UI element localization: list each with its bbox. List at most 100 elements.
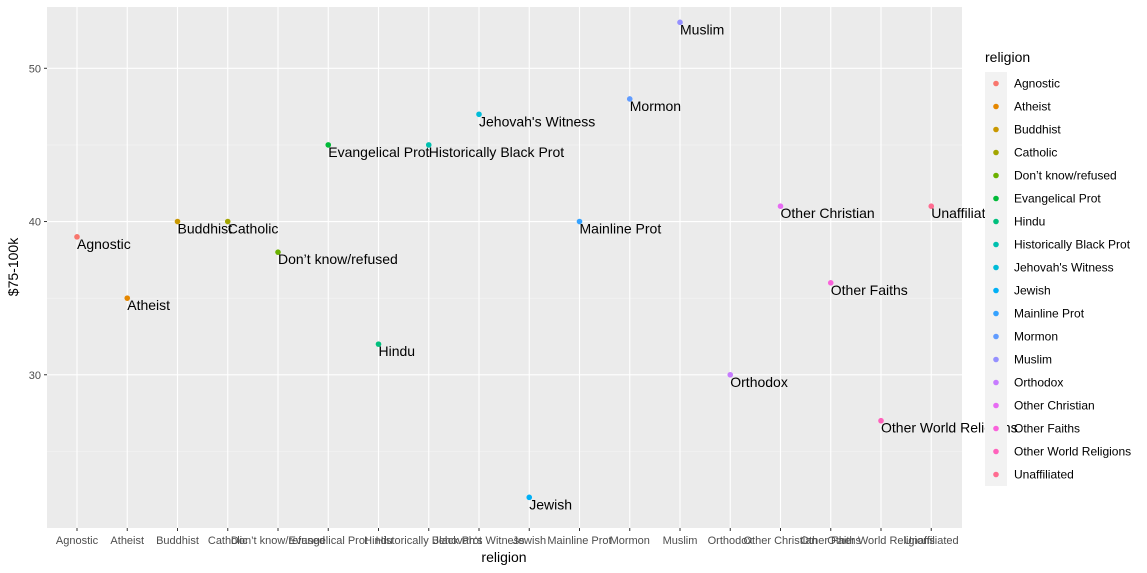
legend-key [993, 471, 999, 478]
data-point [425, 142, 432, 148]
x-tick-label: Catholic [208, 535, 248, 547]
x-tick-label: Unaffiliated [904, 535, 959, 547]
data-point-label: Mainline Prot [580, 221, 662, 237]
x-tick-label: Atheist [110, 535, 144, 547]
legend-label: Mainline Prot [1014, 307, 1085, 321]
legend-key [993, 126, 999, 133]
data-point-label: Other Christian [781, 205, 875, 221]
x-tick-label: Muslim [663, 535, 698, 547]
data-point-label: Unaffiliated [931, 205, 1001, 221]
legend-key [993, 103, 999, 110]
legend-key [993, 425, 999, 432]
data-point [275, 249, 281, 255]
data-point-label: Don’t know/refused [278, 251, 398, 267]
legend: religion Agnostic Atheist Buddhist Catholic… [985, 49, 1131, 486]
legend-key [993, 264, 999, 271]
data-point-label: Orthodox [730, 374, 788, 390]
data-point-label: Muslim [680, 21, 724, 37]
data-point [827, 280, 834, 286]
legend-key [993, 287, 999, 294]
grid-lines [47, 7, 962, 528]
x-tick-label: Historically Black Prot [376, 535, 482, 547]
legend-label: Atheist [1014, 100, 1051, 114]
legend-label: Catholic [1014, 146, 1057, 160]
legend-key [993, 80, 999, 87]
data-point-label: Jewish [529, 496, 572, 512]
legend-key [993, 149, 999, 156]
data-point-label: Agnostic [77, 236, 131, 252]
data-point [928, 203, 935, 210]
y-tick-label: 50 [29, 63, 41, 75]
legend-key [993, 333, 999, 340]
x-tick-label: Don’t know/refused [231, 535, 325, 547]
x-tick-label: Mormon [610, 535, 650, 547]
x-tick-label: Mainline Prot [547, 535, 611, 547]
y-axis-title: $75-100k [5, 237, 21, 296]
legend-label: Orthodox [1014, 376, 1063, 390]
legend-label: Evangelical Prot [1014, 192, 1101, 206]
legend-key [993, 241, 999, 248]
x-tick-label: Orthodox [708, 535, 754, 547]
data-point [224, 218, 231, 225]
x-tick-label: Jehovah's Witness [433, 535, 525, 547]
data-point [526, 494, 533, 501]
y-tick-label: 40 [29, 217, 41, 229]
legend-label: Historically Black Prot [1014, 238, 1131, 252]
legend-label: Buddhist [1014, 123, 1061, 137]
data-point [626, 96, 633, 102]
data-point [677, 19, 683, 26]
x-tick-label: Evangelical Prot [289, 535, 369, 547]
data-point [878, 417, 884, 424]
data-point [124, 295, 131, 301]
legend-key [993, 172, 999, 179]
panel-background [47, 7, 962, 528]
x-tick-label: Agnostic [56, 535, 99, 547]
x-axis-title: religion [481, 549, 526, 565]
data-points [74, 19, 935, 501]
x-tick-label: Jewish [512, 535, 546, 547]
legend-key-background [985, 72, 1007, 486]
legend-key [993, 379, 999, 386]
x-tick-label: Other World Religions [827, 535, 935, 547]
data-point-label: Catholic [228, 221, 279, 237]
data-point [576, 218, 583, 225]
data-point-label: Historically Black Prot [429, 144, 564, 160]
data-point [174, 218, 181, 225]
legend-label: Agnostic [1014, 77, 1060, 91]
legend-label: Jehovah's Witness [1014, 261, 1114, 275]
legend-key [993, 402, 999, 409]
data-point-label: Buddhist [178, 221, 233, 237]
x-tick-label: Other Faiths [800, 535, 861, 547]
data-point [727, 371, 734, 378]
legend-label: Other Christian [1014, 399, 1095, 413]
data-point-label: Atheist [127, 297, 170, 313]
data-point-label: Other World Religions [881, 420, 1018, 436]
legend-label: Other World Religions [1014, 445, 1131, 459]
legend-label: Don’t know/refused [1014, 169, 1117, 183]
legend-key [993, 356, 999, 363]
legend-label: Other Faiths [1014, 422, 1080, 436]
x-tick-label: Buddhist [156, 535, 199, 547]
data-point [325, 142, 332, 148]
legend-key [993, 218, 999, 225]
legend-label: Jewish [1014, 284, 1051, 298]
legend-key [993, 195, 999, 202]
data-point [476, 111, 482, 118]
data-point [74, 234, 80, 240]
x-tick-label: Hindu [364, 535, 393, 547]
legend-label: Hindu [1014, 215, 1045, 229]
data-point [375, 341, 382, 347]
data-point-label: Hindu [379, 343, 416, 359]
y-tick-label: 30 [29, 370, 41, 382]
data-point-label: Other Faiths [831, 282, 908, 298]
legend-key [993, 310, 999, 317]
data-point-label: Jehovah's Witness [479, 113, 595, 129]
legend-label: Mormon [1014, 330, 1058, 344]
legend-label: Muslim [1014, 353, 1052, 367]
data-point [777, 203, 784, 210]
legend-key [993, 448, 999, 455]
data-point-label: Mormon [630, 98, 681, 114]
